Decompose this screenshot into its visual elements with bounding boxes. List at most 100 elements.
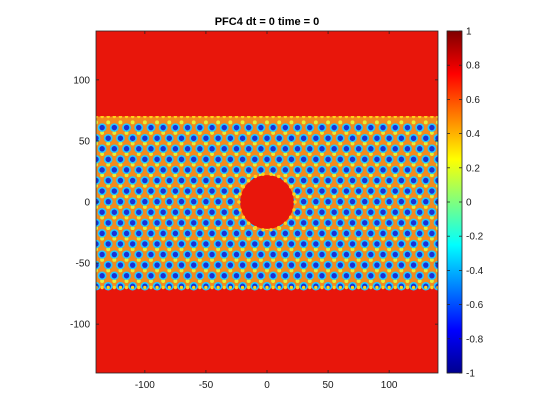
lattice-trough — [337, 198, 343, 205]
lattice-peak — [417, 152, 422, 157]
lattice-peak — [423, 204, 428, 209]
lattice-peak — [191, 120, 196, 125]
lattice-trough — [123, 251, 130, 258]
lattice-trough — [423, 156, 429, 163]
lattice-trough — [276, 135, 282, 141]
lattice-trough — [362, 156, 368, 163]
lattice-trough — [416, 188, 423, 194]
lattice-trough — [380, 188, 386, 194]
lattice-trough — [203, 135, 209, 141]
lattice-trough — [423, 262, 429, 268]
lattice-trough — [288, 177, 295, 184]
lattice-peak — [216, 120, 221, 125]
lattice-peak — [436, 162, 438, 167]
interface-dot — [185, 285, 190, 290]
lattice-trough — [429, 146, 435, 152]
lattice-trough — [368, 146, 374, 152]
lattice-peak — [246, 130, 251, 135]
lattice-peak — [338, 162, 343, 167]
lattice-trough — [331, 272, 337, 279]
lattice-peak — [289, 226, 294, 231]
lattice-trough — [239, 135, 246, 141]
lattice-trough — [129, 156, 136, 163]
interface-dot — [314, 116, 318, 119]
lattice-trough — [245, 146, 252, 152]
lattice-trough — [227, 198, 234, 205]
lattice-peak — [228, 268, 233, 273]
lattice-trough — [288, 262, 295, 268]
y-tick-label: -100 — [70, 320, 90, 331]
lattice-peak — [307, 279, 312, 283]
lattice-peak — [368, 279, 373, 283]
lattice-trough — [410, 177, 417, 184]
lattice-peak — [112, 279, 117, 283]
lattice-trough — [270, 167, 276, 173]
lattice-peak — [307, 130, 312, 135]
lattice-trough — [87, 209, 92, 215]
interface-dot — [289, 116, 294, 119]
lattice-trough — [154, 177, 160, 184]
lattice-trough — [380, 230, 386, 237]
lattice-peak — [136, 215, 141, 220]
y-tick-label: -50 — [76, 259, 91, 270]
lattice-trough — [355, 124, 362, 131]
lattice-trough — [227, 241, 234, 247]
lattice-peak — [252, 247, 257, 252]
lattice-trough — [221, 230, 227, 237]
lattice-peak — [88, 216, 92, 220]
lattice-peak — [179, 183, 184, 188]
lattice-peak — [350, 247, 355, 252]
lattice-trough — [337, 177, 343, 184]
lattice-trough — [294, 272, 301, 279]
interface-dot — [436, 116, 438, 119]
lattice-trough — [404, 272, 411, 279]
lattice-trough — [441, 146, 446, 152]
lattice-trough — [368, 124, 374, 131]
interface-dot — [332, 116, 336, 119]
lattice-trough — [148, 146, 154, 152]
lattice-trough — [392, 272, 398, 279]
lattice-peak — [210, 257, 214, 262]
lattice-trough — [404, 188, 411, 194]
lattice-peak — [88, 152, 92, 156]
lattice-trough — [313, 156, 319, 163]
interface-dot — [283, 116, 288, 119]
lattice-peak — [289, 162, 294, 167]
lattice-trough — [410, 220, 417, 226]
lattice-peak — [124, 279, 129, 283]
lattice-peak — [252, 120, 257, 125]
lattice-trough — [166, 198, 172, 205]
lattice-peak — [295, 173, 300, 178]
lattice-trough — [209, 272, 215, 279]
lattice-trough — [355, 188, 362, 194]
lattice-peak — [240, 268, 245, 273]
lattice-peak — [301, 183, 306, 188]
lattice-trough — [343, 146, 350, 152]
interface-dot — [314, 285, 318, 290]
lattice-peak — [96, 120, 98, 125]
lattice-peak — [149, 194, 153, 199]
lattice-trough — [142, 135, 148, 141]
lattice-trough — [349, 156, 356, 163]
lattice-trough — [319, 124, 325, 131]
lattice-peak — [185, 257, 190, 262]
lattice-trough — [398, 135, 405, 141]
lattice-peak — [173, 279, 178, 283]
lattice-peak — [393, 215, 398, 220]
lattice-peak — [118, 141, 123, 146]
lattice-trough — [221, 209, 227, 215]
lattice-trough — [429, 188, 435, 194]
lattice-peak — [368, 173, 373, 178]
lattice-trough — [160, 167, 166, 173]
lattice-peak — [411, 226, 416, 231]
lattice-trough — [441, 273, 446, 279]
lattice-peak — [96, 183, 98, 188]
lattice-trough — [294, 251, 301, 258]
lattice-peak — [106, 120, 111, 125]
lattice-trough — [362, 135, 368, 141]
lattice-trough — [172, 167, 179, 173]
lattice-peak — [124, 257, 129, 262]
lattice-trough — [172, 251, 179, 258]
interface-dot — [387, 285, 391, 290]
